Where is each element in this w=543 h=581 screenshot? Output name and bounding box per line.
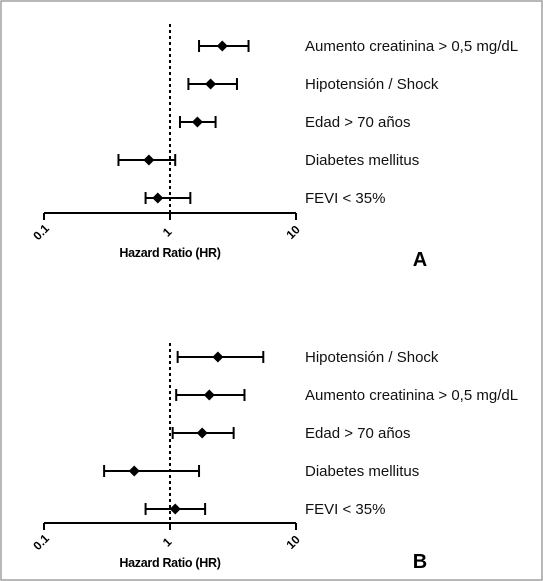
panel-a-x-axis-title: Hazard Ratio (HR) xyxy=(119,246,220,260)
panel-a-letter: A xyxy=(413,249,427,271)
panel-b-row-label: Edad > 70 años xyxy=(305,425,411,442)
panel-a-point-estimate xyxy=(216,40,228,52)
panel-b-x-axis-title: Hazard Ratio (HR) xyxy=(119,556,220,570)
panel-b-marks: 0.1 1 10 Hipotensión / Shock Aumento creatin… xyxy=(30,343,518,553)
panel-b-point-estimate xyxy=(212,351,224,363)
panel-a-x-tick-label: 10 xyxy=(283,222,303,242)
panel-a-row-label: Hipotensión / Shock xyxy=(305,76,439,93)
panel-a-row-label: Diabetes mellitus xyxy=(305,152,419,169)
panel-b-point-estimate xyxy=(169,503,181,515)
panel-b-row-label: Diabetes mellitus xyxy=(305,463,419,480)
panel-a-row-label: FEVI < 35% xyxy=(305,190,385,207)
panel-b-x-tick-label: 0.1 xyxy=(30,531,52,553)
panel-b-point-estimate xyxy=(128,465,140,477)
panel-a: 0.1 1 10 Aumento creatinina > 0,5 mg/dL Hipo… xyxy=(30,24,518,271)
panel-a-point-estimate xyxy=(205,78,217,90)
panel-b-letter: B xyxy=(413,551,427,573)
panel-b-row-label: FEVI < 35% xyxy=(305,501,385,518)
panel-b-row-label: Hipotensión / Shock xyxy=(305,349,439,366)
panel-a-point-estimate xyxy=(143,154,155,166)
panel-a-x-tick-label: 0.1 xyxy=(30,221,52,243)
panel-b-point-estimate xyxy=(196,427,208,439)
panel-b-row-label: Aumento creatinina > 0,5 mg/dL xyxy=(305,387,518,404)
panel-b: 0.1 1 10 Hipotensión / Shock Aumento creatin… xyxy=(30,343,518,573)
panel-a-row-label: Aumento creatinina > 0,5 mg/dL xyxy=(305,38,518,55)
panel-a-point-estimate xyxy=(152,192,164,204)
panel-a-point-estimate xyxy=(191,116,203,128)
panel-b-point-estimate xyxy=(203,389,215,401)
panel-a-marks: 0.1 1 10 Aumento creatinina > 0,5 mg/dL Hipo… xyxy=(30,24,518,243)
panel-b-x-tick-label: 1 xyxy=(160,535,175,550)
panel-a-row-label: Edad > 70 años xyxy=(305,114,411,131)
panel-b-x-tick-label: 10 xyxy=(283,532,303,552)
panel-a-x-tick-label: 1 xyxy=(160,225,175,240)
